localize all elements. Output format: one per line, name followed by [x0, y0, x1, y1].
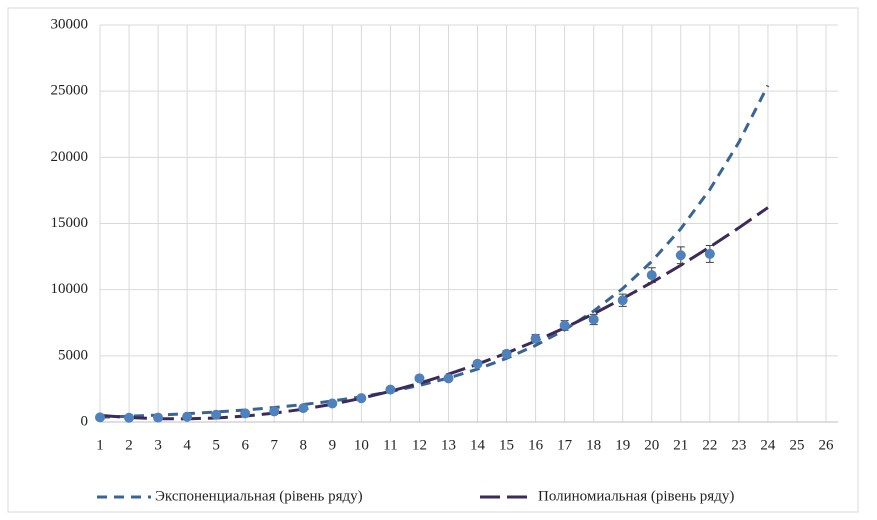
data-point: [675, 250, 686, 261]
y-tick-label: 0: [81, 413, 89, 429]
x-tick-label: 8: [300, 437, 308, 453]
y-tick-label: 20000: [51, 149, 89, 165]
x-tick-label: 6: [241, 437, 249, 453]
x-tick-label: 19: [615, 437, 630, 453]
data-point: [182, 411, 193, 422]
data-point: [617, 295, 628, 306]
data-point: [646, 270, 657, 281]
y-tick-label: 30000: [51, 16, 89, 32]
x-tick-label: 10: [354, 437, 369, 453]
data-point: [530, 333, 541, 344]
x-tick-label: 21: [673, 437, 688, 453]
trend-line: [99, 84, 770, 419]
data-point: [472, 358, 483, 369]
x-tick-label: 15: [499, 437, 514, 453]
data-point: [211, 409, 222, 420]
y-tick-label: 10000: [51, 281, 89, 297]
x-tick-label: 7: [270, 437, 278, 453]
x-tick-label: 22: [702, 437, 717, 453]
data-point: [124, 412, 135, 423]
x-tick-label: 20: [644, 437, 659, 453]
x-tick-label: 26: [819, 437, 835, 453]
y-tick-label: 25000: [51, 83, 89, 99]
legend-label: Экспоненциальная (рівень ряду): [155, 488, 363, 504]
x-tick-label: 5: [212, 437, 220, 453]
x-tick-label: 3: [154, 437, 162, 453]
y-tick-label: 15000: [51, 215, 89, 231]
x-tick-label: 24: [760, 437, 776, 453]
x-tick-label: 9: [329, 437, 337, 453]
x-tick-label: 11: [383, 437, 397, 453]
data-point: [385, 384, 396, 395]
x-tick-label: 4: [183, 437, 191, 453]
x-tick-label: 14: [470, 437, 486, 453]
y-tick-label: 5000: [58, 347, 88, 363]
x-tick-label: 2: [125, 437, 133, 453]
data-point: [95, 412, 105, 423]
data-point: [559, 320, 570, 331]
x-tick-label: 23: [731, 437, 746, 453]
data-point: [153, 412, 164, 423]
data-point: [501, 348, 512, 359]
legend-label: Полиномиальная (рівень ряду): [538, 488, 734, 504]
data-point: [327, 398, 338, 409]
data-point: [269, 406, 280, 417]
x-tick-label: 17: [557, 437, 573, 453]
x-tick-label: 1: [96, 437, 104, 453]
data-point: [298, 403, 309, 414]
data-point: [356, 393, 367, 404]
data-point: [443, 373, 454, 384]
chart-frame: [7, 7, 859, 513]
x-tick-label: 12: [412, 437, 427, 453]
x-tick-label: 16: [528, 437, 544, 453]
trend-line: [99, 206, 769, 421]
data-point: [588, 314, 599, 325]
x-tick-label: 25: [789, 437, 804, 453]
x-tick-label: 18: [586, 437, 601, 453]
data-point: [240, 408, 251, 419]
data-point: [704, 248, 715, 259]
data-point: [414, 373, 425, 384]
x-tick-label: 13: [441, 437, 456, 453]
